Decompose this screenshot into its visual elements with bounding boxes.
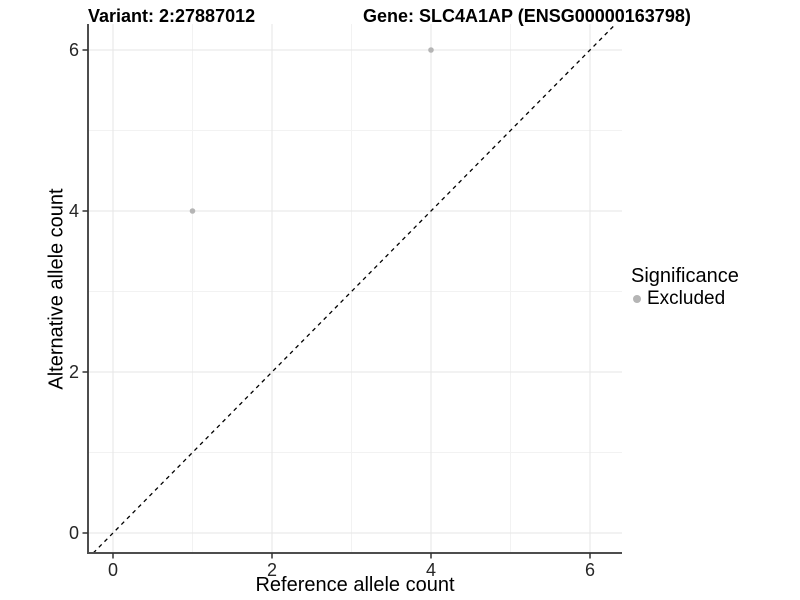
legend: Significance Excluded xyxy=(631,265,739,310)
y-tick-label: 2 xyxy=(69,362,79,382)
y-tick-label: 6 xyxy=(69,40,79,60)
plot-title-variant: Variant: 2:27887012 xyxy=(88,6,256,26)
y-tick-label: 4 xyxy=(69,201,79,221)
legend-title: Significance xyxy=(631,265,739,287)
identity-line xyxy=(92,23,617,554)
y-tick-label: 0 xyxy=(69,523,79,543)
x-tick-label: 6 xyxy=(585,560,595,580)
y-axis-title: Alternative allele count xyxy=(45,188,68,390)
legend-item-excluded: Excluded xyxy=(631,288,739,310)
excluded-point-icon xyxy=(633,295,641,303)
x-tick-label: 0 xyxy=(108,560,118,580)
x-axis-title: Reference allele count xyxy=(255,574,455,596)
data-point xyxy=(428,47,434,53)
x-tick-label: 2 xyxy=(267,560,277,580)
data-point xyxy=(189,208,196,214)
plot-title-gene: Gene: SLC4A1AP (ENSG00000163798) xyxy=(363,6,691,26)
x-tick-label: 4 xyxy=(426,560,436,580)
legend-item-label: Excluded xyxy=(647,288,726,309)
